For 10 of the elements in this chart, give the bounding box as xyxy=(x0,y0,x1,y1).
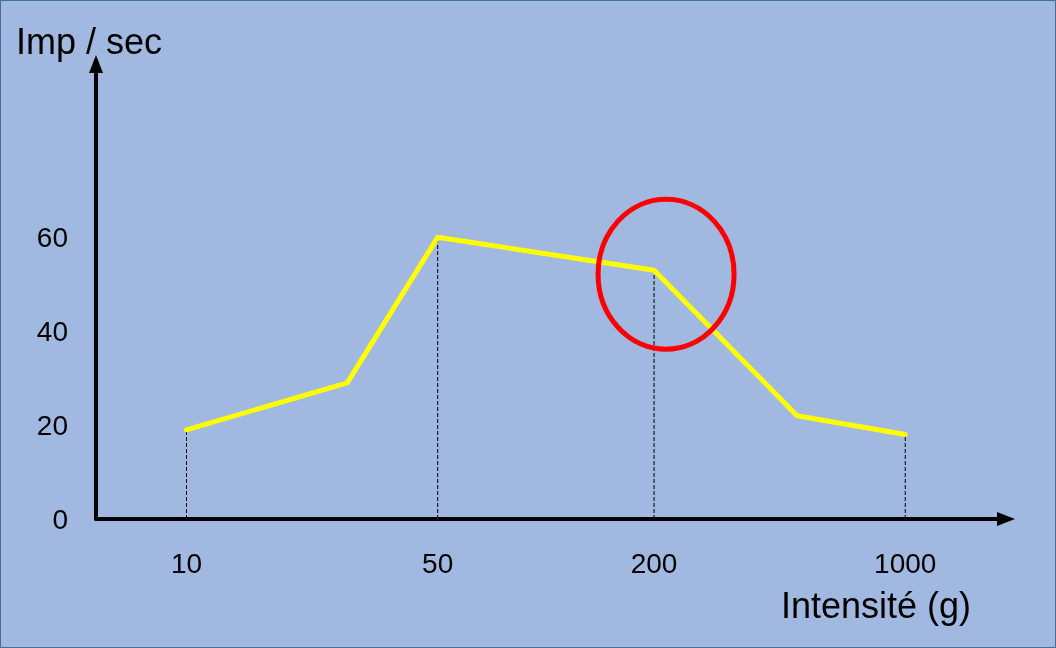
x-tick-label: 1000 xyxy=(874,547,937,579)
y-tick-label: 60 xyxy=(36,221,68,253)
y-axis-title: Imp / sec xyxy=(16,20,163,62)
y-tick-label: 0 xyxy=(52,503,68,535)
x-tick-label: 200 xyxy=(630,547,678,579)
y-tick-label: 20 xyxy=(36,409,68,441)
x-tick-label: 50 xyxy=(422,547,454,579)
x-axis-title: Intensité (g) xyxy=(780,584,971,626)
y-tick-label: 40 xyxy=(36,315,68,347)
x-tick-label: 10 xyxy=(170,547,203,579)
